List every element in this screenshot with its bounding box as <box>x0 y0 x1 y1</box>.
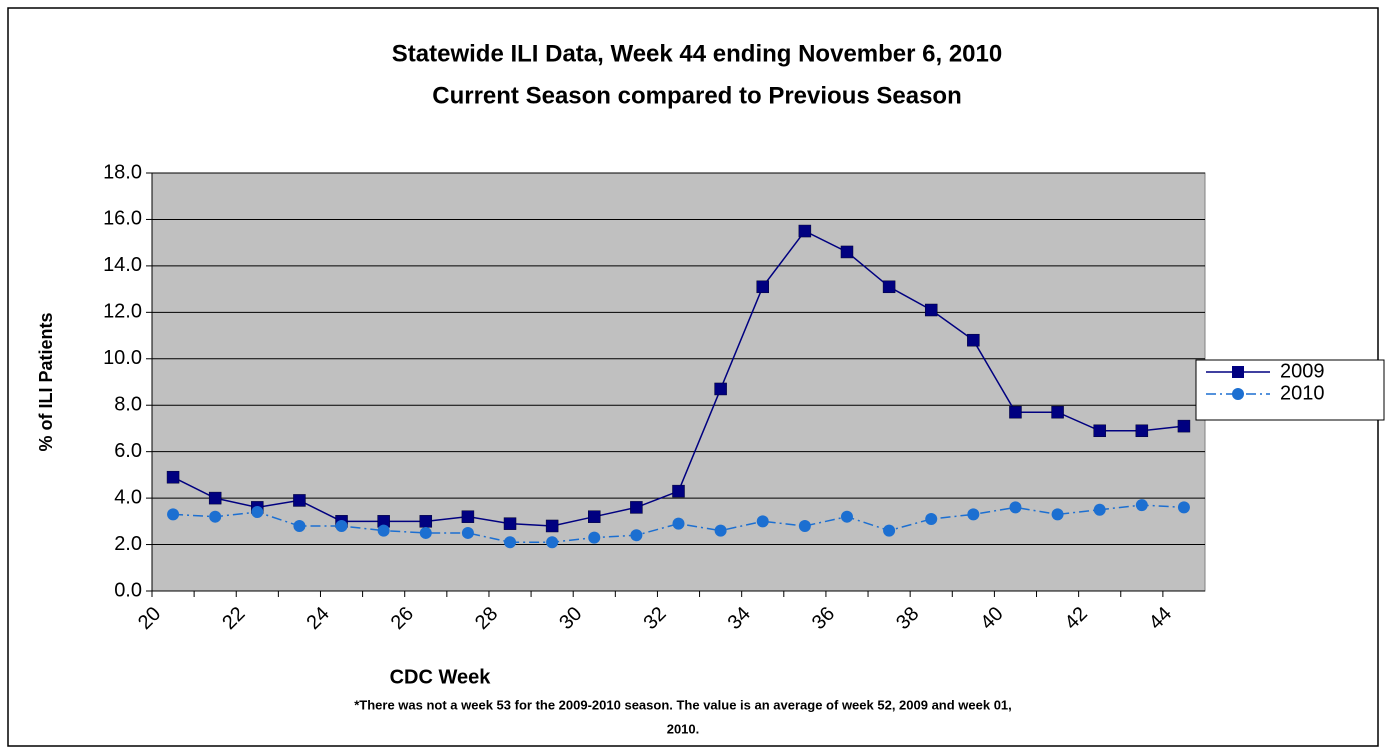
y-tick-label: 8.0 <box>114 394 142 416</box>
marker <box>209 510 222 523</box>
marker <box>588 531 601 544</box>
y-tick-label: 10.0 <box>103 347 142 369</box>
marker <box>419 515 433 528</box>
marker <box>1135 424 1149 438</box>
marker <box>714 524 727 537</box>
marker <box>546 536 559 549</box>
y-tick-label: 6.0 <box>114 440 142 462</box>
y-tick-label: 0.0 <box>114 579 142 601</box>
marker <box>1093 424 1106 438</box>
marker <box>840 245 854 259</box>
legend-marker <box>1232 388 1244 400</box>
marker <box>419 526 432 539</box>
marker <box>293 494 306 507</box>
marker <box>925 513 938 526</box>
marker <box>630 501 643 514</box>
marker <box>377 524 390 537</box>
chart-subtitle: Current Season compared to Previous Seas… <box>432 82 962 109</box>
marker <box>545 519 559 533</box>
marker <box>251 506 264 519</box>
marker <box>208 491 222 505</box>
footnote: *There was not a week 53 for the 2009-20… <box>354 697 1012 712</box>
y-tick-label: 14.0 <box>103 254 142 276</box>
y-tick-label: 4.0 <box>114 486 142 508</box>
marker <box>293 519 306 532</box>
marker <box>1093 503 1106 516</box>
marker <box>882 280 896 294</box>
marker <box>840 510 853 523</box>
y-axis-title: % of ILI Patients <box>36 312 56 451</box>
marker <box>503 517 517 530</box>
marker <box>1051 508 1064 521</box>
y-tick-label: 18.0 <box>103 161 142 183</box>
marker <box>1177 501 1190 514</box>
marker <box>1051 405 1064 419</box>
marker <box>1009 405 1022 419</box>
marker <box>798 224 812 238</box>
legend-box <box>1195 359 1385 421</box>
marker <box>924 303 938 317</box>
y-tick-label: 12.0 <box>103 301 142 323</box>
marker <box>461 510 475 523</box>
marker <box>756 280 769 294</box>
y-tick-label: 2.0 <box>114 533 142 555</box>
legend-label: 2010 <box>1280 382 1325 404</box>
y-tick-label: 16.0 <box>103 208 142 230</box>
marker <box>166 470 180 484</box>
marker <box>967 508 980 521</box>
marker <box>588 510 601 523</box>
marker <box>967 333 980 347</box>
marker <box>1135 499 1148 512</box>
marker <box>672 517 685 530</box>
legend-label: 2009 <box>1280 360 1325 382</box>
marker <box>798 519 811 532</box>
x-axis-title: CDC Week <box>390 666 492 688</box>
marker <box>672 484 685 498</box>
marker <box>167 508 180 521</box>
marker <box>1009 501 1022 514</box>
footnote: 2010. <box>667 721 700 736</box>
marker <box>461 526 474 539</box>
legend-marker <box>1232 366 1244 378</box>
marker <box>714 382 727 396</box>
marker <box>504 536 517 549</box>
marker <box>1177 419 1191 433</box>
chart-title: Statewide ILI Data, Week 44 ending Novem… <box>392 40 1002 67</box>
marker <box>756 515 769 528</box>
marker <box>883 524 896 537</box>
marker <box>630 529 643 542</box>
marker <box>335 519 348 532</box>
